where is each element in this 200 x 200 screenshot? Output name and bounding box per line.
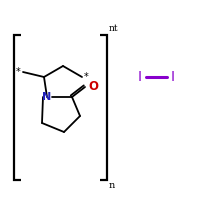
Text: *: * [84, 72, 89, 82]
Text: *: * [16, 67, 21, 77]
Text: O: O [88, 79, 98, 92]
Text: I: I [138, 70, 142, 84]
Text: N: N [42, 92, 52, 102]
Text: nt: nt [109, 24, 119, 33]
Text: n: n [109, 181, 115, 190]
Text: I: I [171, 70, 175, 84]
